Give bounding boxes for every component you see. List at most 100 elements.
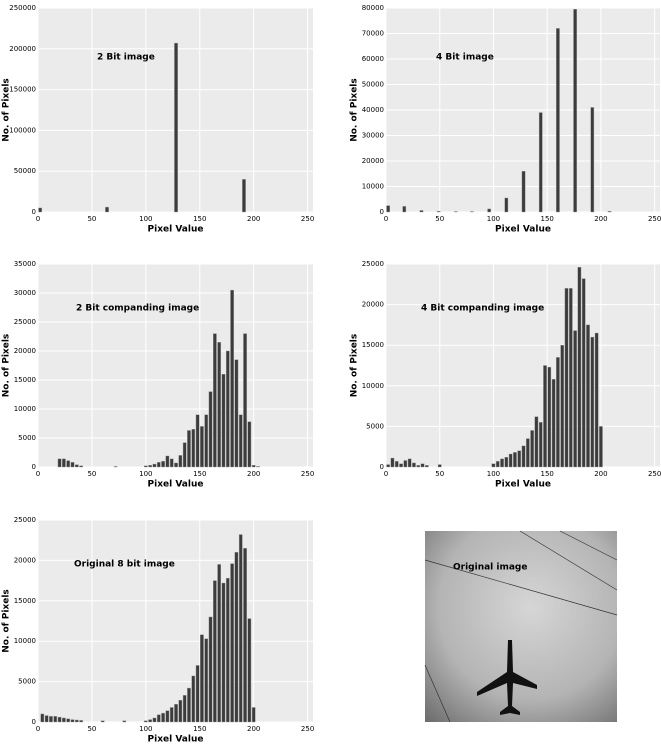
y-tick-label: 50000 xyxy=(362,81,384,89)
x-tick-label: 200 xyxy=(247,725,260,733)
x-tick-label: 100 xyxy=(139,215,152,223)
bar xyxy=(256,466,260,468)
y-tick-label: 25000 xyxy=(14,516,36,524)
x-axis-label: Pixel Value xyxy=(495,480,551,490)
bar xyxy=(581,278,586,468)
bar xyxy=(156,462,161,468)
y-axis-label: No. of Pixels xyxy=(2,78,12,142)
y-tick-label: 15000 xyxy=(14,597,36,605)
y-axis-label: No. of Pixels xyxy=(350,334,360,398)
chart: 0 5000 10000 15000 20000 25000 30000 35000 0 50 10… xyxy=(2,260,315,490)
bar xyxy=(62,458,66,468)
bar xyxy=(394,461,399,468)
chart: 0 5000 10000 15000 20000 25000 0 50 100 150 200 250… xyxy=(2,516,315,745)
bar xyxy=(178,699,183,723)
bar xyxy=(66,460,71,468)
bar xyxy=(538,112,543,213)
y-tick-label: 0 xyxy=(380,463,384,471)
bar xyxy=(161,712,165,723)
y-tick-label: 5000 xyxy=(366,422,384,430)
x-tick-label: 50 xyxy=(435,470,444,478)
bar xyxy=(590,107,595,213)
bar xyxy=(526,438,530,468)
bar xyxy=(530,430,534,468)
y-tick-label: 0 xyxy=(32,463,36,471)
bar xyxy=(534,416,539,468)
bar xyxy=(547,366,552,468)
bar xyxy=(187,687,191,723)
bar xyxy=(66,718,71,723)
bar xyxy=(243,548,247,723)
bar xyxy=(161,461,165,468)
bar xyxy=(425,465,429,468)
bar xyxy=(217,564,221,723)
photo-background xyxy=(425,531,617,722)
x-tick-label: 0 xyxy=(36,215,40,223)
x-tick-label: 100 xyxy=(139,725,152,733)
bar xyxy=(165,455,170,468)
y-tick-label: 0 xyxy=(380,208,384,216)
x-tick-label: 100 xyxy=(487,470,500,478)
bar xyxy=(556,357,560,468)
y-tick-label: 20000 xyxy=(362,157,384,165)
bar xyxy=(407,458,412,468)
bar xyxy=(230,563,234,723)
y-tick-label: 70000 xyxy=(362,30,384,38)
bar xyxy=(234,552,239,723)
x-tick-label: 200 xyxy=(594,470,607,478)
bar xyxy=(62,717,66,723)
wire xyxy=(424,559,618,616)
x-tick-label: 50 xyxy=(87,725,96,733)
x-tick-label: 250 xyxy=(648,470,661,478)
y-tick-label: 30000 xyxy=(362,132,384,140)
bar xyxy=(386,205,390,213)
x-tick-label: 50 xyxy=(87,215,96,223)
x-tick-label: 50 xyxy=(87,470,96,478)
y-tick-label: 100000 xyxy=(9,126,36,134)
x-tick-label: 100 xyxy=(139,470,152,478)
bar xyxy=(75,464,79,468)
bar xyxy=(178,455,183,468)
bar xyxy=(70,462,75,468)
bar xyxy=(53,716,58,723)
bar xyxy=(187,430,191,468)
bar xyxy=(105,206,109,213)
bar xyxy=(599,426,603,468)
bar xyxy=(169,707,174,723)
bar xyxy=(569,288,573,468)
bar xyxy=(165,710,170,723)
bar xyxy=(551,379,556,468)
bar xyxy=(213,580,217,723)
bar xyxy=(213,333,217,468)
plot-background xyxy=(38,264,313,467)
bar xyxy=(560,345,565,468)
bar xyxy=(200,426,204,468)
bar xyxy=(420,463,425,468)
bar xyxy=(217,342,221,468)
chart: 0 5000 10000 15000 20000 25000 0 50 100 150 200 250… xyxy=(350,260,661,490)
bar xyxy=(174,42,178,213)
bar xyxy=(521,170,526,213)
bar xyxy=(573,330,577,468)
x-tick-label: 250 xyxy=(301,470,314,478)
chart-title: 4 Bit image xyxy=(436,53,494,63)
bar xyxy=(195,665,200,723)
bar xyxy=(75,719,79,723)
x-tick-label: 150 xyxy=(193,470,206,478)
y-tick-label: 20000 xyxy=(14,347,36,355)
bar xyxy=(182,442,187,468)
bar xyxy=(57,716,62,723)
y-tick-label: 15000 xyxy=(362,341,384,349)
y-axis-label: No. of Pixels xyxy=(2,589,12,653)
x-axis-label: Pixel Value xyxy=(495,225,551,235)
airplane xyxy=(477,640,537,715)
bar xyxy=(148,719,152,723)
wire xyxy=(519,530,618,591)
wire xyxy=(424,664,451,723)
bar xyxy=(543,365,547,468)
x-tick-label: 150 xyxy=(193,215,206,223)
photo-label: Original image xyxy=(453,563,527,573)
bar xyxy=(454,211,458,213)
